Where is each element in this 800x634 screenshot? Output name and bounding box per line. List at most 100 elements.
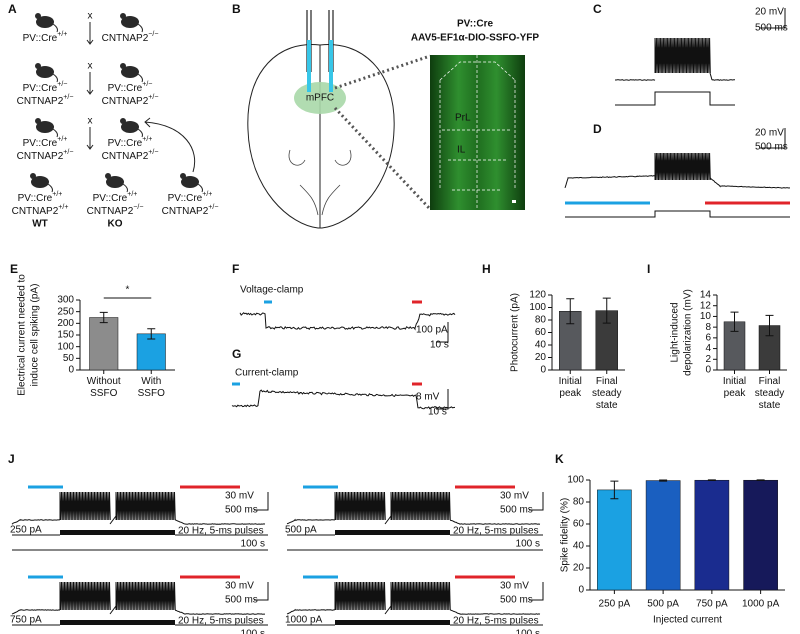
stim-step — [615, 91, 735, 106]
genotype-base: PV::Cre — [23, 83, 58, 94]
y-tick-label: 100 — [57, 341, 74, 352]
mouse-icon — [137, 73, 143, 83]
genotype-sup: +/+ — [142, 136, 152, 143]
pulse-label: 20 Hz, 5-ms pulses — [453, 616, 539, 627]
mouse-icon — [35, 13, 41, 19]
spike-burst — [334, 491, 386, 521]
pulse-train — [60, 530, 175, 535]
genotype: PV::Cre+/+ — [18, 191, 63, 204]
trace — [449, 609, 541, 615]
error-bar — [659, 479, 668, 482]
mouse-icon — [30, 173, 36, 179]
genotype: PV::Cre+/+ — [23, 31, 68, 44]
genotype-sup: −/− — [133, 204, 143, 211]
genotype-sup: +/− — [142, 81, 152, 88]
y-axis-label: Electrical current needed to — [17, 274, 28, 396]
mouse-line: PV::Cre — [457, 19, 494, 30]
genotype-base: CNTNAP2 — [102, 33, 149, 44]
y-tick-label: 20 — [535, 352, 547, 363]
genotype-base: PV::Cre — [93, 193, 128, 204]
scale-label: 30 mV — [500, 491, 529, 502]
x-tick-label: Initial peak — [559, 376, 583, 399]
scale-label: 500 ms — [755, 142, 788, 153]
bar — [645, 480, 681, 591]
genotype-base: CNTNAP2 — [17, 96, 64, 107]
trace — [239, 312, 456, 331]
scale-bar — [436, 389, 449, 410]
genotype: CNTNAP2+/− — [102, 149, 159, 162]
pulse-train — [335, 620, 450, 625]
genotype: PV::Cre+/+ — [168, 191, 213, 204]
genotype-base: PV::Cre — [23, 33, 58, 44]
genotype-base: CNTNAP2 — [102, 151, 149, 162]
genotype-sup: +/− — [57, 81, 67, 88]
mouse-icon — [197, 183, 203, 193]
y-tick-label: 0 — [578, 585, 584, 596]
trace — [709, 177, 791, 189]
x-tick-label: 750 pA — [696, 599, 728, 610]
genotype-sup: +/− — [148, 149, 158, 156]
error-bar — [566, 298, 575, 325]
arrow — [144, 117, 196, 173]
current-label: 500 pA — [285, 525, 317, 536]
y-tick-label: 10 — [700, 311, 712, 322]
mouse-icon — [36, 121, 54, 133]
x-axis-label: Injected current — [653, 615, 722, 626]
mouse-icon — [106, 176, 124, 188]
pulse-label: 20 Hz, 5-ms pulses — [453, 526, 539, 537]
genotype-sup: +/− — [63, 149, 73, 156]
current-label: 250 pA — [10, 525, 42, 536]
cross: x — [88, 61, 93, 72]
trace — [709, 72, 736, 81]
significance-marker: * — [126, 285, 130, 296]
panel-label: D — [593, 122, 602, 136]
mouse-icon — [47, 183, 53, 193]
spike-burst — [390, 491, 451, 521]
scale-label: 500 ms — [225, 505, 258, 516]
y-tick-label: 8 — [705, 322, 711, 333]
arrow — [86, 127, 94, 150]
x-tick-label: Without SSFO — [87, 376, 121, 399]
subregion-label: PrL — [455, 113, 471, 124]
y-tick-label: 20 — [573, 563, 585, 574]
scale-label: 500 ms — [500, 595, 533, 606]
genotype: PV::Cre+/− — [23, 81, 68, 94]
duration-label: 100 s — [241, 629, 265, 634]
subregion-label: IL — [457, 145, 466, 156]
scale-label: 10 s — [428, 407, 447, 418]
y-tick-label: 200 — [57, 318, 74, 329]
spike-burst — [59, 581, 111, 611]
genotype-sup: +/+ — [57, 136, 67, 143]
axis-break — [109, 605, 117, 615]
stim-step — [565, 210, 790, 218]
trace — [286, 608, 336, 615]
trace — [286, 518, 335, 525]
trace-title: Current-clamp — [235, 368, 299, 379]
genotype-sup: +/+ — [127, 191, 137, 198]
x-tick-label: 500 pA — [647, 599, 679, 610]
current-label: 750 pA — [10, 615, 42, 626]
y-tick-label: 0 — [68, 365, 74, 376]
scale-label: 30 mV — [500, 581, 529, 592]
arrow — [86, 22, 94, 45]
y-tick-label: 80 — [535, 315, 547, 326]
scale-label: 20 mV — [755, 7, 784, 18]
scale-label: 500 ms — [500, 505, 533, 516]
mouse-icon — [105, 173, 111, 179]
genotype-sup: +/− — [63, 94, 73, 101]
duration-label: 100 s — [516, 629, 540, 634]
trace — [449, 519, 541, 525]
brain-schematic — [247, 10, 525, 229]
genotype: CNTNAP2+/− — [17, 149, 74, 162]
axis-break — [109, 515, 117, 525]
scale-bar — [254, 492, 269, 511]
bar — [743, 479, 778, 591]
genotype-sup: +/+ — [57, 31, 67, 38]
scale-bar — [760, 8, 786, 29]
scale-label: 500 ms — [755, 23, 788, 34]
axis-break — [384, 515, 392, 525]
scale-bar — [529, 492, 544, 511]
axis-break — [384, 605, 392, 615]
y-tick-label: 80 — [573, 497, 585, 508]
y-tick-label: 12 — [700, 300, 712, 311]
